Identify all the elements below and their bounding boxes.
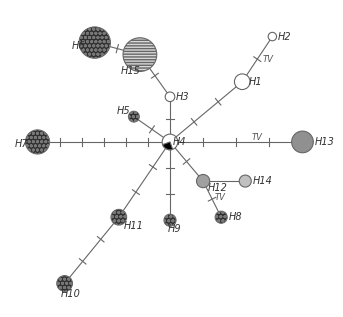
Text: H1: H1: [248, 77, 262, 87]
Circle shape: [123, 38, 157, 72]
Text: TV: TV: [215, 193, 226, 202]
Circle shape: [215, 211, 227, 223]
Circle shape: [162, 134, 178, 150]
Text: H2: H2: [278, 32, 292, 42]
Text: H12: H12: [208, 183, 228, 193]
Circle shape: [25, 130, 49, 154]
Circle shape: [197, 174, 210, 188]
Text: TV: TV: [252, 133, 263, 142]
Circle shape: [234, 74, 250, 89]
Text: H5: H5: [117, 106, 131, 116]
Circle shape: [268, 32, 276, 41]
Text: H9: H9: [168, 224, 181, 234]
Text: H7: H7: [15, 139, 28, 149]
Text: H14: H14: [252, 176, 272, 186]
Circle shape: [79, 27, 110, 58]
Text: H13: H13: [315, 137, 334, 147]
Text: TV: TV: [262, 55, 273, 64]
Circle shape: [57, 275, 72, 291]
Circle shape: [111, 210, 127, 225]
Circle shape: [239, 175, 251, 187]
Text: H4: H4: [173, 137, 186, 147]
Circle shape: [292, 131, 313, 153]
Wedge shape: [163, 142, 173, 150]
Text: H11: H11: [123, 221, 143, 231]
Text: H10: H10: [61, 289, 81, 299]
Text: H6: H6: [72, 41, 85, 51]
Circle shape: [128, 111, 139, 122]
Circle shape: [165, 92, 175, 101]
Text: H3: H3: [176, 92, 190, 102]
Text: H15: H15: [121, 67, 141, 76]
Circle shape: [164, 214, 176, 226]
Text: H8: H8: [228, 212, 242, 222]
